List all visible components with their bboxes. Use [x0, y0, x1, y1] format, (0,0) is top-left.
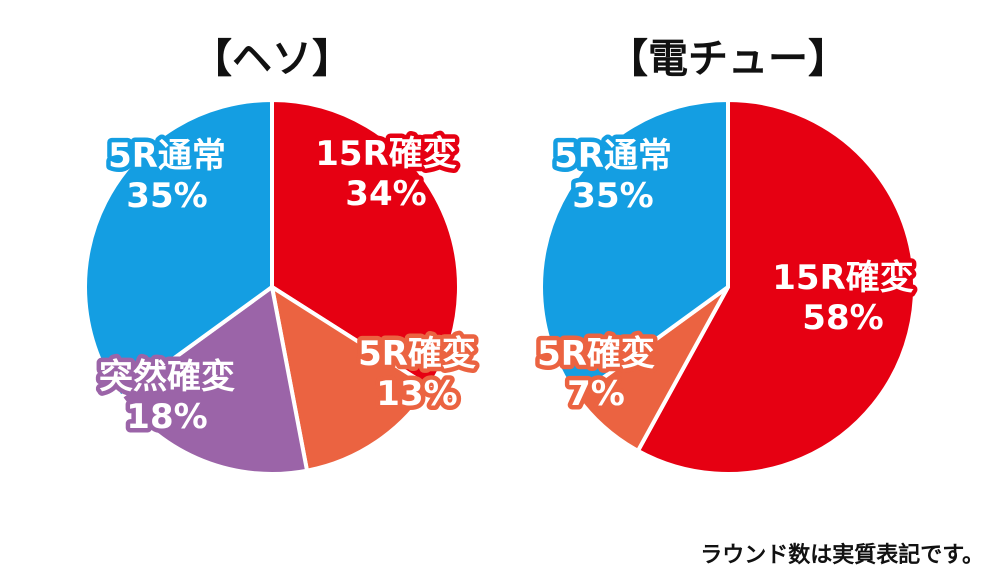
- slice-percent-0-2: 18%: [126, 397, 207, 437]
- slice-percent-0-0: 34%: [345, 174, 426, 214]
- heso-chart-title: 【ヘソ】: [192, 36, 352, 82]
- slice-percent-0-1: 13%: [376, 374, 457, 414]
- slice-percent-1-2: 35%: [572, 176, 653, 216]
- slice-label-1-0: 15R確変: [772, 258, 914, 298]
- pie-slice-0-1: [270, 285, 432, 473]
- denchu-chart-title: 【電チュー】: [608, 36, 848, 82]
- slice-label-0-1: 5R確変: [358, 334, 476, 374]
- pie-slice-0-3: [83, 98, 274, 399]
- pie-slice-1-0: [635, 98, 917, 476]
- slice-label-0-3: 5R通常: [108, 136, 226, 176]
- slice-percent-0-3: 35%: [126, 176, 207, 216]
- slice-percent-1-1: 7%: [567, 374, 625, 414]
- footnote-text: ラウンド数は実質表記です。: [700, 543, 984, 568]
- slice-label-0-2: 突然確変: [99, 357, 235, 397]
- slice-label-1-2: 5R通常: [554, 136, 672, 176]
- slice-percent-1-0: 58%: [802, 298, 883, 338]
- slice-label-0-0: 15R確変: [315, 134, 457, 174]
- slice-label-1-1: 5R確変: [537, 334, 655, 374]
- pie-slice-0-2: [118, 285, 310, 476]
- pie-slice-1-2: [539, 98, 730, 399]
